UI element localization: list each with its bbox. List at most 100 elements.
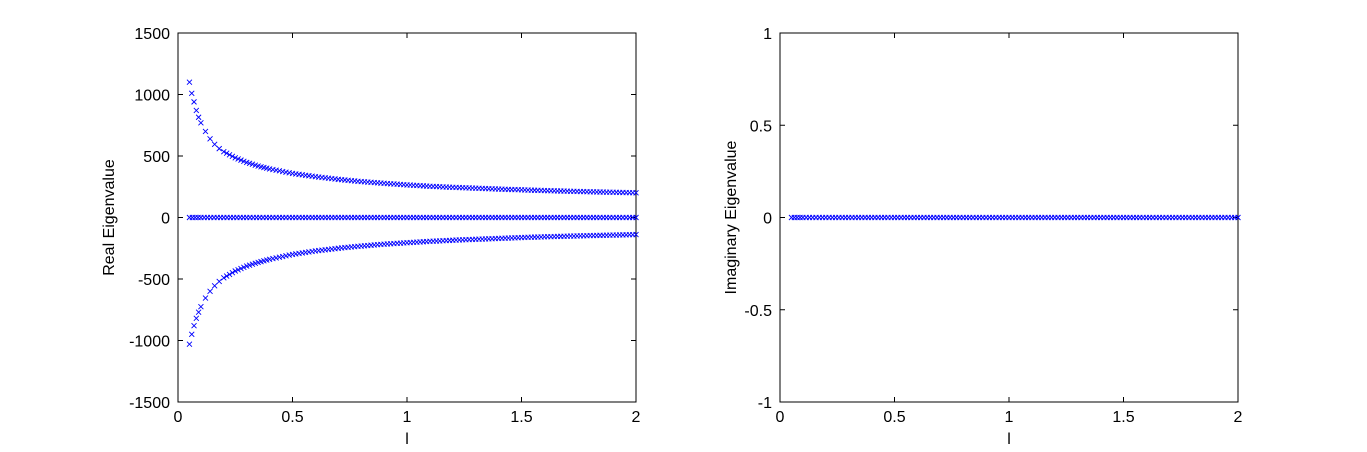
data-point: [335, 176, 342, 183]
data-point-minor: [286, 252, 293, 258]
data-point: [289, 251, 296, 258]
x-tick-label: 1.5: [1112, 409, 1134, 426]
data-point: [518, 234, 525, 241]
data-point: [788, 214, 795, 221]
data-point: [207, 288, 213, 295]
data-point: [472, 185, 479, 192]
data-point: [610, 189, 616, 196]
data-point: [266, 256, 273, 263]
data-point: [358, 214, 365, 221]
data-point: [202, 295, 209, 301]
y-tick-label: 1: [763, 26, 772, 43]
data-point: [633, 214, 639, 221]
data-point: [610, 214, 616, 221]
data-point-minor: [223, 273, 230, 279]
y-tick-label: 0: [161, 211, 170, 228]
data-point-minor: [226, 151, 233, 158]
data-point: [822, 214, 829, 221]
data-point: [216, 145, 223, 152]
data-point: [211, 141, 218, 148]
data-point: [232, 268, 239, 274]
imaginary-eigenvalue-plot: 0 0.5 1 1.5 2 -1 -0.5 0 0.5 1 l Imaginary Eigenvalu…: [723, 26, 1243, 448]
data-point: [983, 214, 989, 221]
x-tick-label: 2: [632, 409, 641, 426]
data-point: [495, 214, 502, 221]
data-point: [216, 278, 223, 285]
data-point-minor: [279, 253, 286, 260]
data-point: [960, 214, 967, 221]
x-axis-label: l: [405, 431, 409, 448]
data-point: [358, 178, 365, 185]
real-eigenvalue-plot: 0 0.5 1 1.5 2 -1500 -1000 -500 0 500 1000 1500 l Real…: [101, 26, 641, 448]
data-point: [266, 166, 273, 172]
data-point: [1189, 214, 1196, 221]
data-point-minor: [273, 255, 279, 261]
data-point-minor: [276, 254, 283, 261]
data-point: [937, 214, 944, 221]
x-tick-label: 1: [403, 409, 412, 426]
data-point: [427, 214, 433, 221]
data-point: [1212, 214, 1218, 221]
data-point: [541, 214, 548, 221]
data-point: [518, 214, 525, 221]
data-point: [188, 90, 195, 97]
data-point: [193, 315, 200, 322]
data-point: [633, 231, 639, 238]
x-tick-label: 1: [1005, 409, 1014, 426]
data-point: [191, 99, 197, 105]
data-point: [1143, 214, 1150, 221]
data-point: [449, 214, 456, 221]
data-point: [495, 186, 502, 192]
y-tick-label: -500: [138, 272, 170, 289]
data-point: [243, 214, 250, 221]
data-point: [220, 274, 227, 281]
data-point: [449, 237, 456, 244]
data-point: [472, 214, 479, 221]
data-point: [243, 263, 250, 269]
data-point: [495, 235, 502, 242]
data-point: [1235, 214, 1241, 221]
data-point: [381, 180, 387, 187]
data-point: [188, 331, 195, 338]
y-tick-label: -1000: [129, 334, 170, 351]
data-point: [381, 214, 387, 221]
data-point: [1166, 214, 1173, 221]
data-point: [427, 183, 433, 190]
data-point-minor: [270, 255, 276, 262]
y-axis-label: Imaginary Eigenvalue: [723, 140, 740, 294]
x-tick-label: 0: [776, 409, 785, 426]
data-point: [472, 236, 479, 243]
x-tick-label: 0.5: [281, 409, 303, 426]
data-point: [891, 214, 898, 221]
x-tick-label: 0: [174, 409, 183, 426]
data-point: [1006, 214, 1012, 221]
data-point: [198, 119, 204, 126]
data-point: [202, 128, 209, 135]
data-point-minor: [235, 156, 241, 162]
data-point: [381, 241, 387, 248]
data-point: [541, 233, 548, 240]
y-tick-label: -0.5: [744, 303, 772, 320]
data-point: [191, 322, 197, 329]
data-point: [220, 148, 227, 155]
data-point: [266, 214, 273, 221]
x-axis-label: l: [1007, 431, 1011, 448]
data-point: [845, 214, 852, 221]
data-point-minor: [235, 266, 241, 273]
y-tick-label: 0: [763, 211, 772, 228]
data-point: [1051, 214, 1058, 221]
data-point: [541, 187, 548, 194]
data-point: [193, 107, 200, 114]
data-point-minor: [241, 264, 247, 271]
data-point: [587, 188, 594, 195]
data-point-minor: [223, 150, 230, 157]
data-point: [289, 170, 296, 177]
data-point: [186, 341, 193, 348]
data-point-minor: [238, 157, 244, 163]
data-point: [312, 248, 319, 254]
data-point: [914, 214, 921, 221]
data-point: [232, 155, 239, 161]
data-point: [243, 159, 250, 166]
data-point: [564, 233, 571, 240]
